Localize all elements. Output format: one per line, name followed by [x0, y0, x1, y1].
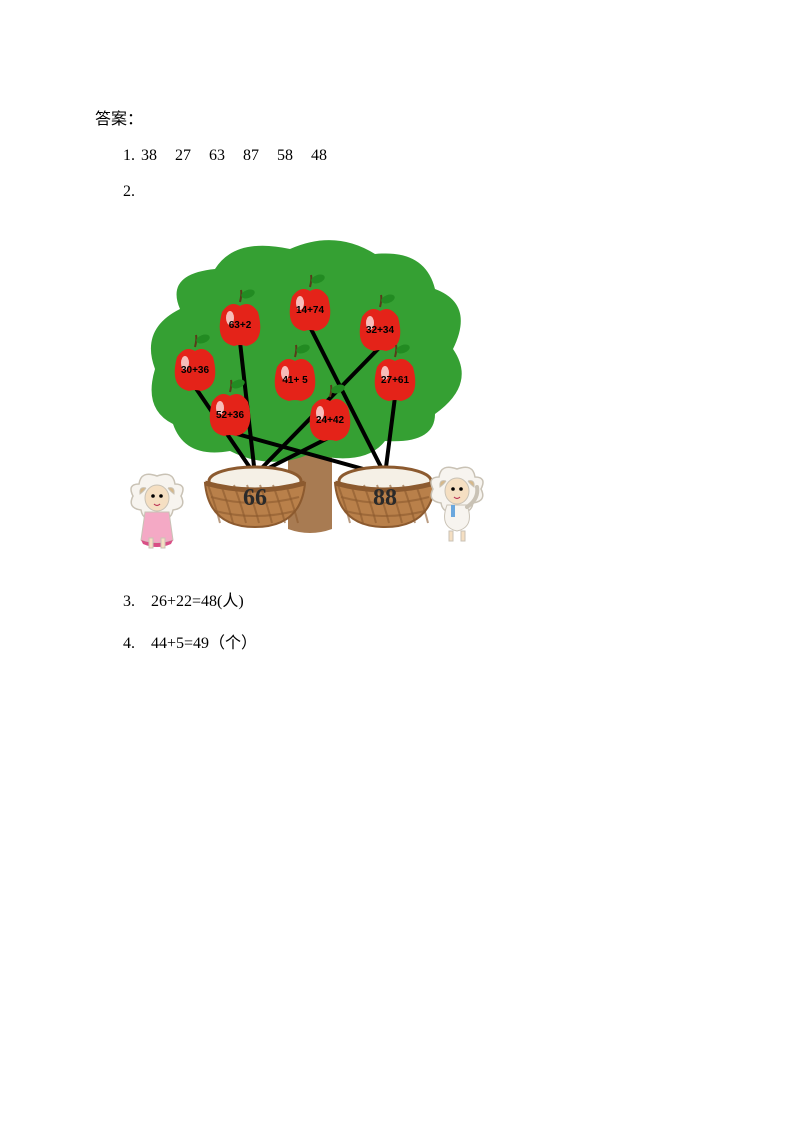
answer-4: 4. 44+5=49（个）: [95, 629, 698, 653]
answer-2-diagram: 63+2 14+74 32+34 30+36 41+ 5 27+61 52+36 24+42 6…: [95, 219, 505, 559]
svg-text:88: 88: [373, 485, 397, 511]
answer-1-prefix: 1.: [123, 147, 135, 165]
svg-text:41+ 5: 41+ 5: [282, 375, 308, 386]
svg-text:27+61: 27+61: [381, 375, 410, 386]
svg-text:52+36: 52+36: [216, 410, 245, 421]
answers-heading: 答案：: [95, 105, 698, 129]
answer-1-v5: 48: [311, 147, 327, 165]
sheep-left: [131, 474, 183, 548]
answer-1-v0: 38: [141, 147, 157, 165]
svg-text:14+74: 14+74: [296, 305, 325, 316]
basket-b88: 88: [335, 467, 435, 527]
answer-1-v4: 58: [277, 147, 293, 165]
svg-text:32+34: 32+34: [366, 325, 395, 336]
answer-3: 3. 26+22=48(人): [95, 587, 698, 611]
answer-1-v1: 27: [175, 147, 191, 165]
answer-1: 1. 38 27 63 87 58 48: [95, 147, 698, 165]
answer-1-v3: 87: [243, 147, 259, 165]
answer-2-label: 2.: [95, 183, 698, 201]
svg-text:24+42: 24+42: [316, 415, 345, 426]
answer-1-v2: 63: [209, 147, 225, 165]
svg-text:63+2: 63+2: [229, 320, 252, 331]
svg-text:66: 66: [243, 485, 267, 511]
sheep-right: [431, 467, 483, 541]
svg-text:30+36: 30+36: [181, 365, 210, 376]
